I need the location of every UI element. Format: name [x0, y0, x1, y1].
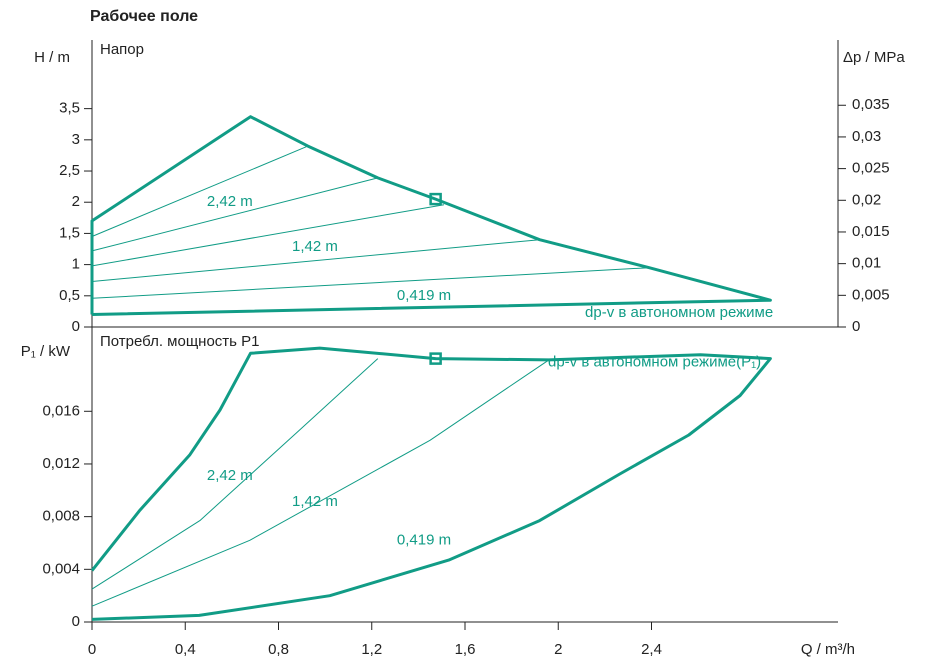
- x-tick-label: 1,6: [455, 641, 476, 658]
- marker: [429, 192, 442, 206]
- panel-label: Потребл. мощность P1: [100, 333, 260, 350]
- annotation: 2,42 m: [207, 193, 253, 210]
- y-tick-label: 3,5: [59, 100, 80, 117]
- annotation: 0,419 m: [397, 287, 451, 304]
- x-axis-label: Q / m³/h: [801, 641, 855, 658]
- x-tick-label: 2,4: [641, 641, 662, 658]
- curve: [91, 358, 379, 590]
- y-tick-label: 0,016: [42, 402, 80, 419]
- curve: [91, 145, 309, 237]
- marker: [429, 352, 442, 365]
- panel-label: Напор: [100, 41, 144, 58]
- y2-tick-label: 0,035: [852, 96, 890, 113]
- curve: [90, 346, 772, 621]
- x-tick-label: 2: [554, 641, 562, 658]
- y-tick-label: 2: [72, 193, 80, 210]
- annotation: dp-v в автономном режиме: [585, 304, 773, 321]
- curve: [91, 267, 650, 299]
- chart-title: Рабочее поле: [90, 8, 198, 25]
- y-tick-label: 0,012: [42, 455, 80, 472]
- y-axis-label: H / m: [34, 49, 70, 66]
- y2-tick-label: 0,005: [852, 286, 890, 303]
- y2-tick-label: 0,03: [852, 128, 881, 145]
- annotation: 1,42 m: [292, 493, 338, 510]
- x-tick-label: 0,4: [175, 641, 196, 658]
- annotation: 1,42 m: [292, 238, 338, 255]
- y-tick-label: 0: [72, 613, 80, 630]
- y2-tick-label: 0: [852, 318, 860, 335]
- curve: [91, 177, 378, 252]
- x-tick-label: 1,2: [361, 641, 382, 658]
- y-tick-label: 0,008: [42, 508, 80, 525]
- y2-tick-label: 0,015: [852, 223, 890, 240]
- curve: [91, 359, 550, 607]
- curve: [90, 115, 772, 316]
- annotation: 2,42 m: [207, 467, 253, 484]
- y-tick-label: 1,5: [59, 224, 80, 241]
- y2-axis-label: Δp / MPa: [843, 49, 905, 66]
- y-tick-label: 0: [72, 318, 80, 335]
- x-tick-label: 0: [88, 641, 96, 658]
- y2-tick-label: 0,025: [852, 160, 890, 177]
- curve: [91, 239, 540, 282]
- y-axis-label: P₁ / kW: [21, 343, 71, 360]
- y2-tick-label: 0,02: [852, 191, 881, 208]
- y-tick-label: 1: [72, 256, 80, 273]
- y-tick-label: 3: [72, 131, 80, 148]
- annotation: dp-v в автономном режиме(P₁): [548, 354, 761, 371]
- annotation: 0,419 m: [397, 531, 451, 548]
- y-tick-label: 0,004: [42, 560, 80, 577]
- y-tick-label: 0,5: [59, 287, 80, 304]
- y2-tick-label: 0,01: [852, 255, 881, 272]
- curve: [91, 204, 445, 267]
- x-tick-label: 0,8: [268, 641, 289, 658]
- y-tick-label: 2,5: [59, 162, 80, 179]
